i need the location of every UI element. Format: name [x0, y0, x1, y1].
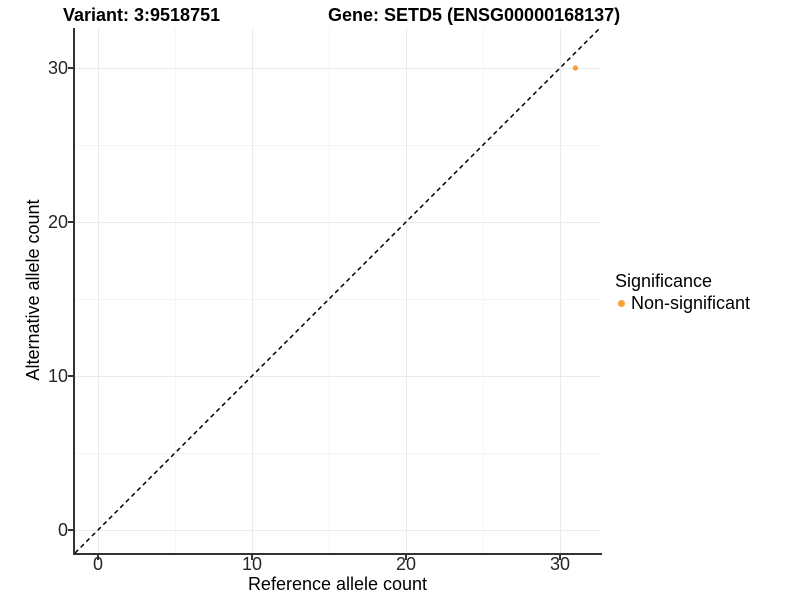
- x-tick-label: 10: [241, 554, 263, 574]
- x-tick-mark: [251, 555, 253, 560]
- y-axis-title: Alternative allele count: [23, 199, 43, 381]
- y-axis-line: [73, 28, 75, 555]
- plot-panel: [75, 28, 600, 553]
- point-swatch-icon: [618, 299, 625, 307]
- x-major-gridline: [405, 28, 407, 553]
- legend-item: Non-significant: [615, 293, 750, 313]
- x-major-gridline: [97, 28, 99, 553]
- y-minor-gridline: [75, 452, 600, 454]
- identity-dashed-line: [75, 28, 600, 553]
- x-tick-label: 0: [92, 554, 103, 574]
- y-major-gridline: [75, 67, 600, 69]
- y-tick-label: 30: [47, 58, 68, 78]
- y-minor-gridline: [75, 298, 600, 300]
- x-tick-label: 20: [395, 554, 417, 574]
- x-major-gridline: [559, 28, 561, 553]
- x-major-gridline: [251, 28, 253, 553]
- x-tick-mark: [405, 555, 407, 560]
- x-tick-mark: [559, 555, 561, 560]
- y-tick-mark: [68, 375, 73, 377]
- gene-title: Gene: SETD5 (ENSG00000168137): [328, 5, 621, 25]
- y-major-gridline: [75, 529, 600, 531]
- x-minor-gridline: [174, 28, 176, 553]
- variant-title: Variant: 3:9518751: [63, 5, 221, 25]
- data-point: [572, 65, 579, 71]
- x-axis-line: [73, 553, 602, 555]
- y-tick-mark: [68, 529, 73, 531]
- y-tick-mark: [68, 221, 73, 223]
- legend-item-label: Non-significant: [631, 293, 751, 313]
- x-tick-mark: [97, 555, 99, 560]
- panel-drawing: [75, 28, 600, 553]
- y-tick-label: 20: [47, 212, 68, 232]
- y-tick-label: 0: [57, 520, 68, 540]
- y-major-gridline: [75, 375, 600, 377]
- y-minor-gridline: [75, 144, 600, 146]
- x-minor-gridline: [482, 28, 484, 553]
- legend: Significance Non-significant: [615, 271, 750, 313]
- x-axis-title: Reference allele count: [247, 574, 428, 594]
- x-minor-gridline: [328, 28, 330, 553]
- y-tick-mark: [68, 67, 73, 69]
- y-tick-label: 10: [47, 366, 68, 386]
- x-tick-label: 30: [549, 554, 571, 574]
- legend-title: Significance: [615, 271, 713, 291]
- y-major-gridline: [75, 221, 600, 223]
